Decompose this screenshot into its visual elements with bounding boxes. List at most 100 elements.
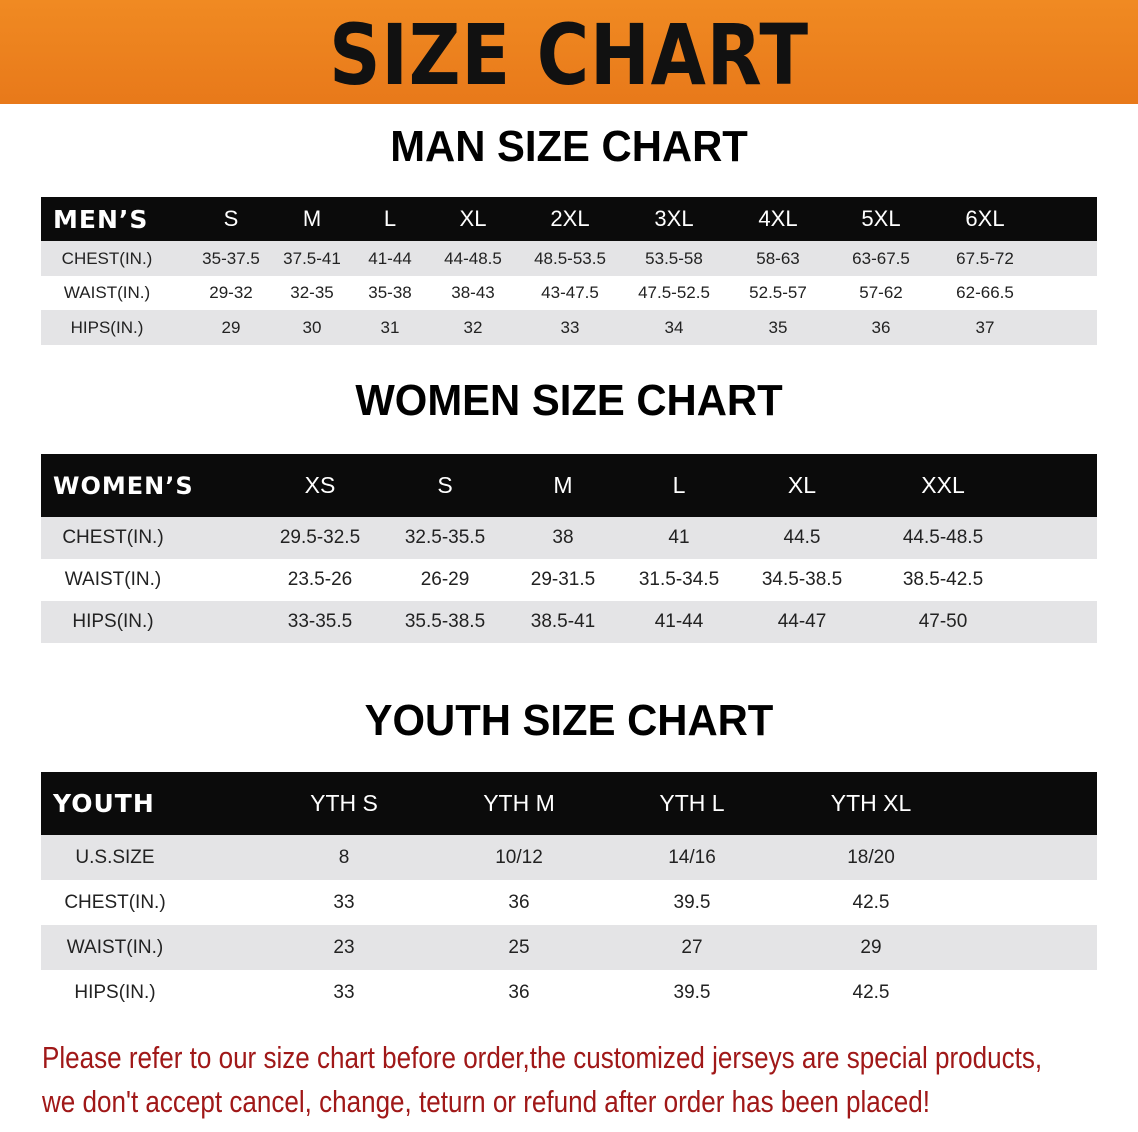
women-measurement-cell: 32.5-35.5 xyxy=(404,527,486,548)
women-size-header: XL xyxy=(787,472,817,498)
men-table-row: WAIST(IN.) 29-32 32-35 35-38 38-43 43-47.5 47.… xyxy=(41,276,1097,310)
men-measurement-cell: 57-62 xyxy=(859,283,903,302)
youth-measurement-cell: 29 xyxy=(860,936,882,958)
men-size-header: 2XL xyxy=(550,206,590,231)
men-measurement-cell: 35 xyxy=(768,317,788,337)
women-measurement-cell: 31.5-34.5 xyxy=(638,569,720,590)
youth-row-label: CHEST(IN.) xyxy=(64,891,166,913)
youth-measurement-cell: 18/20 xyxy=(847,846,895,868)
youth-row-label: U.S.SIZE xyxy=(75,846,155,868)
men-measurement-cell: 41-44 xyxy=(368,248,412,268)
youth-measurement-cell: 14/16 xyxy=(668,846,716,868)
men-measurement-cell: 30 xyxy=(302,317,322,337)
women-measurement-cell: 38.5-42.5 xyxy=(902,569,984,590)
youth-measurement-cell: 25 xyxy=(508,936,530,958)
youth-measurement-cell: 39.5 xyxy=(673,981,711,1003)
women-table-header: WOMEN’S XS S M L XL XXL xyxy=(41,454,1097,517)
men-measurement-cell: 37 xyxy=(975,317,995,337)
men-row-label: CHEST(IN.) xyxy=(61,248,153,268)
youth-size-header: YTH S xyxy=(310,790,378,816)
men-size-header: L xyxy=(383,206,397,231)
men-measurement-cell: 47.5-52.5 xyxy=(638,283,710,302)
women-row-label: HIPS(IN.) xyxy=(72,611,154,632)
youth-measurement-cell: 36 xyxy=(508,891,530,913)
men-size-header: M xyxy=(302,206,322,231)
women-measurement-cell: 44.5 xyxy=(783,527,821,548)
men-row-label: HIPS(IN.) xyxy=(70,317,144,337)
youth-row-label: HIPS(IN.) xyxy=(74,981,156,1003)
men-measurement-cell: 38-43 xyxy=(451,283,495,302)
women-size-header: L xyxy=(672,472,686,498)
youth-measurement-cell: 33 xyxy=(333,981,355,1003)
men-measurement-cell: 33 xyxy=(560,317,580,337)
women-measurement-cell: 26-29 xyxy=(420,569,470,590)
youth-measurement-cell: 10/12 xyxy=(495,846,543,868)
women-row-label: CHEST(IN.) xyxy=(62,527,164,548)
men-size-header: S xyxy=(223,206,239,231)
men-measurement-cell: 29 xyxy=(221,317,241,337)
women-measurement-cell: 23.5-26 xyxy=(287,569,353,590)
women-size-header: M xyxy=(553,472,573,498)
women-measurement-cell: 38.5-41 xyxy=(530,611,596,632)
men-measurement-cell: 31 xyxy=(380,317,400,337)
men-table-row: CHEST(IN.) 35-37.5 37.5-41 41-44 44-48.5 48.5… xyxy=(41,241,1097,276)
men-row-label: WAIST(IN.) xyxy=(63,283,151,302)
women-measurement-cell: 41-44 xyxy=(654,611,704,632)
youth-table-header: YOUTH YTH S YTH M YTH L YTH XL xyxy=(41,772,1097,835)
banner-title: SIZE CHART xyxy=(329,6,809,104)
youth-measurement-cell: 39.5 xyxy=(673,891,711,913)
men-measurement-cell: 62-66.5 xyxy=(956,283,1014,302)
women-measurement-cell: 41 xyxy=(668,527,690,548)
youth-table-row: WAIST(IN.) 23 25 27 29 xyxy=(41,925,1097,970)
women-size-header: XS xyxy=(304,472,336,498)
men-section-title: MAN SIZE CHART xyxy=(390,122,748,171)
women-measurement-cell: 38 xyxy=(552,527,574,548)
women-measurement-cell: 33-35.5 xyxy=(287,611,353,632)
youth-row-label: WAIST(IN.) xyxy=(66,936,164,958)
women-section-title: WOMEN SIZE CHART xyxy=(355,376,783,425)
men-measurement-cell: 35-38 xyxy=(368,283,412,302)
men-measurement-cell: 43-47.5 xyxy=(541,283,599,302)
women-measurement-cell: 35.5-38.5 xyxy=(404,611,486,632)
youth-size-header: YTH XL xyxy=(830,790,912,816)
youth-header-label: YOUTH xyxy=(53,789,155,818)
women-table-row: WAIST(IN.) 23.5-26 26-29 29-31.5 31.5-34.5 34… xyxy=(41,559,1097,601)
men-measurement-cell: 53.5-58 xyxy=(645,248,703,268)
notice-line-2: we don't accept cancel, change, teturn o… xyxy=(42,1084,931,1119)
youth-table-row: CHEST(IN.) 33 36 39.5 42.5 xyxy=(41,880,1097,925)
women-measurement-cell: 44.5-48.5 xyxy=(902,527,984,548)
youth-table-row: U.S.SIZE 8 10/12 14/16 18/20 xyxy=(41,835,1097,880)
women-row-label: WAIST(IN.) xyxy=(64,569,162,590)
notice-line-1: Please refer to our size chart before or… xyxy=(42,1040,1043,1075)
youth-measurement-cell: 23 xyxy=(333,936,355,958)
men-measurement-cell: 32-35 xyxy=(290,283,334,302)
men-size-table: MEN’S S M L XL 2XL 3XL 4XL 5XL 6XL CHEST(IN.) 35-37… xyxy=(41,197,1097,346)
women-size-table: WOMEN’S XS S M L XL XXL CHEST(IN.) 29.5-32.5 32.5… xyxy=(41,454,1097,644)
youth-measurement-cell: 42.5 xyxy=(852,891,890,913)
men-measurement-cell: 63-67.5 xyxy=(852,248,910,268)
women-size-header: XXL xyxy=(921,472,965,498)
women-measurement-cell: 44-47 xyxy=(777,611,827,632)
women-measurement-cell: 34.5-38.5 xyxy=(761,569,843,590)
men-measurement-cell: 32 xyxy=(463,317,483,337)
youth-measurement-cell: 8 xyxy=(338,846,350,868)
men-measurement-cell: 37.5-41 xyxy=(283,248,341,268)
youth-measurement-cell: 33 xyxy=(333,891,355,913)
men-size-header: 6XL xyxy=(965,206,1005,231)
men-measurement-cell: 67.5-72 xyxy=(956,248,1014,268)
youth-measurement-cell: 27 xyxy=(681,936,703,958)
banner: SIZE CHART xyxy=(0,0,1138,104)
women-measurement-cell: 29.5-32.5 xyxy=(279,527,361,548)
men-measurement-cell: 35-37.5 xyxy=(202,248,260,268)
men-size-header: 4XL xyxy=(758,206,798,231)
youth-table-row: HIPS(IN.) 33 36 39.5 42.5 xyxy=(41,970,1097,1015)
youth-size-table: YOUTH YTH S YTH M YTH L YTH XL U.S.SIZE 8 10/12… xyxy=(41,772,1097,1016)
women-table-row: CHEST(IN.) 29.5-32.5 32.5-35.5 38 41 44.5 44.5… xyxy=(41,517,1097,559)
men-size-header: 3XL xyxy=(654,206,694,231)
men-measurement-cell: 48.5-53.5 xyxy=(534,248,606,268)
women-table-row: HIPS(IN.) 33-35.5 35.5-38.5 38.5-41 41-44 44-… xyxy=(41,601,1097,643)
women-size-header: S xyxy=(437,472,453,498)
youth-size-header: YTH L xyxy=(659,790,725,816)
youth-size-header: YTH M xyxy=(483,790,555,816)
men-measurement-cell: 29-32 xyxy=(209,283,253,302)
